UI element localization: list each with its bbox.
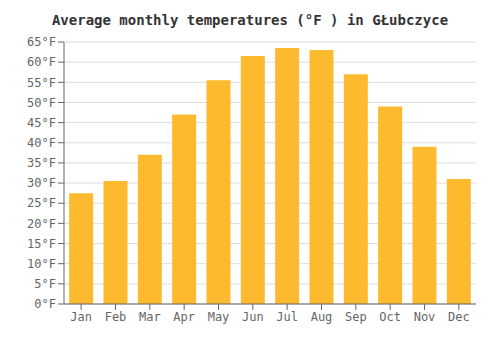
svg-text:10°F: 10°F (27, 257, 56, 271)
svg-text:Mar: Mar (139, 310, 161, 324)
svg-text:55°F: 55°F (27, 76, 56, 90)
html-text:Average monthly temperatures (: Average monthly temperatures (°F ) in GŁ… (51, 12, 449, 28)
svg-text:Dec: Dec (448, 310, 470, 324)
svg-text:Jun: Jun (242, 310, 264, 324)
svg-text:40°F: 40°F (27, 136, 56, 150)
svg-text:25°F: 25°F (27, 196, 56, 210)
svg-text:30°F: 30°F (27, 176, 56, 190)
svg-text:Aug: Aug (311, 310, 333, 324)
svg-text:Jul: Jul (276, 310, 298, 324)
svg-text:Apr: Apr (173, 310, 195, 324)
svg-text:50°F: 50°F (27, 96, 56, 110)
svg-text:45°F: 45°F (27, 116, 56, 130)
svg-text:Nov: Nov (414, 310, 436, 324)
svg-text:20°F: 20°F (27, 217, 56, 231)
svg-text:Oct: Oct (379, 310, 401, 324)
svg-text:35°F: 35°F (27, 156, 56, 170)
svg-text:Feb: Feb (105, 310, 127, 324)
svg-text:0°F: 0°F (34, 297, 56, 311)
svg-text:Jan: Jan (70, 310, 92, 324)
svg-text:5°F: 5°F (34, 277, 56, 291)
svg-text:60°F: 60°F (27, 55, 56, 69)
svg-text:65°F: 65°F (27, 35, 56, 49)
svg-text:15°F: 15°F (27, 237, 56, 251)
svg-text:May: May (208, 310, 230, 324)
svg-text:Sep: Sep (345, 310, 367, 324)
